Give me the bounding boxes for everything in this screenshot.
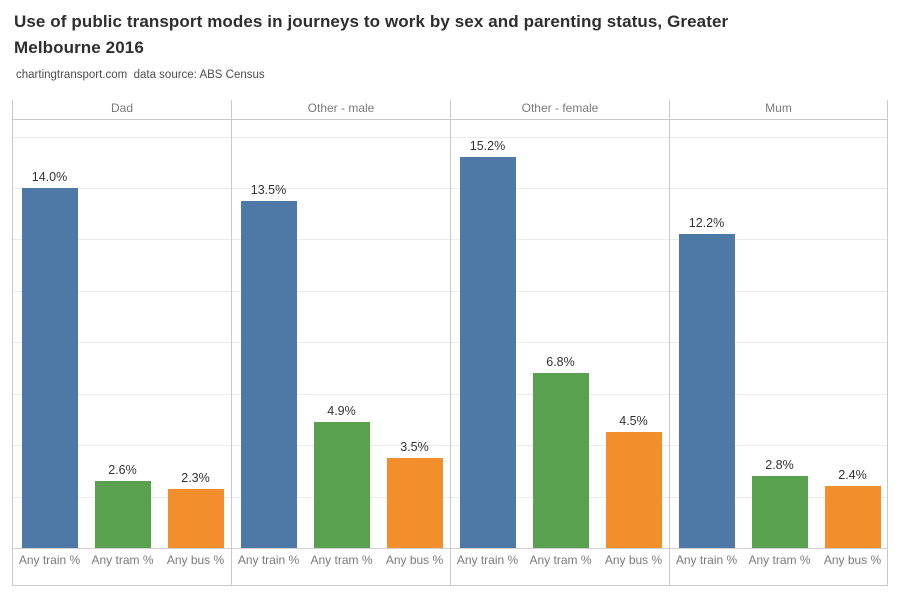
bar-value-label-mum-any-bus: 2.4%	[838, 468, 867, 483]
bar-other-male-any-tram[interactable]	[313, 422, 370, 548]
gridline	[451, 239, 669, 241]
gridline	[670, 239, 887, 241]
bar-value-label-other-female-any-bus: 4.5%	[619, 414, 648, 429]
gridline	[451, 342, 669, 344]
gridline	[232, 342, 450, 344]
page-title-line1: Use of public transport modes in journey…	[14, 12, 729, 31]
bar-value-label-other-male-any-bus: 3.5%	[400, 440, 429, 454]
axis-label-dad-any-tram: Any tram %	[91, 553, 154, 567]
bar-other-female-any-bus[interactable]	[605, 432, 662, 548]
bar-value-label-mum-any-tram: 2.8%	[765, 458, 794, 472]
gridline	[670, 445, 887, 447]
panel-other-male: 13.5% Any train % 4.9% Any tram % 3.5% Any bu…	[231, 120, 450, 586]
zero-line	[451, 548, 669, 549]
facet-header-other-female: Other - female	[450, 100, 669, 120]
gridline	[451, 188, 669, 190]
gridline	[13, 290, 231, 292]
page-subtitle: chartingtransport.com data source: ABS C…	[16, 69, 265, 81]
bar-value-label-other-male-any-train: 13.5%	[250, 182, 287, 197]
bar-mum-any-bus[interactable]	[824, 486, 881, 548]
page-title-line2: Melbourne 2016	[14, 38, 144, 57]
gridline	[232, 290, 450, 292]
bar-value-label-mum-any-train: 12.2%	[688, 216, 725, 231]
axis-label-other-male-any-tram: Any tram %	[310, 553, 373, 567]
zero-line	[232, 548, 450, 549]
bar-other-male-any-bus[interactable]	[386, 458, 443, 548]
bar-other-female-any-train[interactable]	[459, 157, 516, 548]
facet-header-dad: Dad	[12, 100, 231, 120]
gridline	[670, 188, 887, 190]
gridline	[232, 136, 450, 138]
gridline	[670, 290, 887, 292]
axis-label-mum-any-tram: Any tram %	[748, 553, 811, 567]
gridline	[13, 342, 231, 344]
bar-dad-any-train[interactable]	[21, 188, 78, 548]
gridline	[670, 393, 887, 395]
gridline	[13, 239, 231, 241]
bar-mum-any-train[interactable]	[678, 234, 735, 548]
bar-dad-any-bus[interactable]	[167, 488, 224, 548]
axis-label-other-male-any-bus: Any bus %	[385, 553, 444, 567]
gridline	[670, 136, 887, 138]
bar-dad-any-tram[interactable]	[94, 481, 151, 548]
panel-dad: 14.0% Any train % 2.6% Any tram % 2.3% Any bu…	[12, 120, 231, 586]
gridline	[13, 136, 231, 138]
panel-mum: 12.2% Any train % 2.8% Any tram % 2.4% Any bu…	[669, 120, 888, 586]
bar-value-label-other-female-any-train: 15.2%	[469, 139, 506, 154]
facet-header-other-male: Other - male	[231, 100, 450, 120]
gridline	[232, 239, 450, 241]
facet-header-row: Dad Other - male Other - female Mum	[12, 100, 888, 120]
axis-label-other-male-any-train: Any train %	[237, 553, 300, 567]
gridline	[451, 136, 669, 138]
axis-label-other-female-any-bus: Any bus %	[604, 553, 663, 567]
bar-mum-any-tram[interactable]	[751, 476, 808, 548]
bar-value-label-dad-any-bus: 2.3%	[181, 470, 210, 485]
zero-line	[13, 548, 231, 549]
gridline	[13, 445, 231, 447]
panel-other-female: 15.2% Any train % 6.8% Any tram % 4.5% Any bu…	[450, 120, 669, 586]
axis-label-mum-any-train: Any train %	[675, 553, 738, 567]
bar-value-label-other-female-any-tram: 6.8%	[546, 355, 575, 370]
gridline	[232, 393, 450, 395]
axis-label-mum-any-bus: Any bus %	[823, 553, 882, 567]
axis-label-other-female-any-tram: Any tram %	[529, 553, 592, 567]
facet-header-mum: Mum	[669, 100, 888, 120]
chart: Dad Other - male Other - female Mum 14.0% An…	[12, 100, 888, 586]
gridline	[232, 188, 450, 190]
gridline	[670, 342, 887, 344]
bar-other-male-any-train[interactable]	[240, 200, 297, 548]
zero-line	[670, 548, 887, 549]
axis-label-other-female-any-train: Any train %	[456, 553, 519, 567]
bar-value-label-dad-any-train: 14.0%	[31, 170, 68, 185]
bar-other-female-any-tram[interactable]	[532, 373, 589, 548]
axis-label-dad-any-bus: Any bus %	[166, 553, 225, 567]
gridline	[13, 393, 231, 395]
bar-value-label-dad-any-tram: 2.6%	[108, 463, 137, 478]
gridline	[13, 188, 231, 190]
gridline	[451, 290, 669, 292]
page-title: Use of public transport modes in journey…	[14, 9, 874, 61]
panels-row: 14.0% Any train % 2.6% Any tram % 2.3% Any bu…	[12, 120, 888, 586]
bar-value-label-other-male-any-tram: 4.9%	[327, 404, 356, 418]
axis-label-dad-any-train: Any train %	[18, 553, 81, 567]
